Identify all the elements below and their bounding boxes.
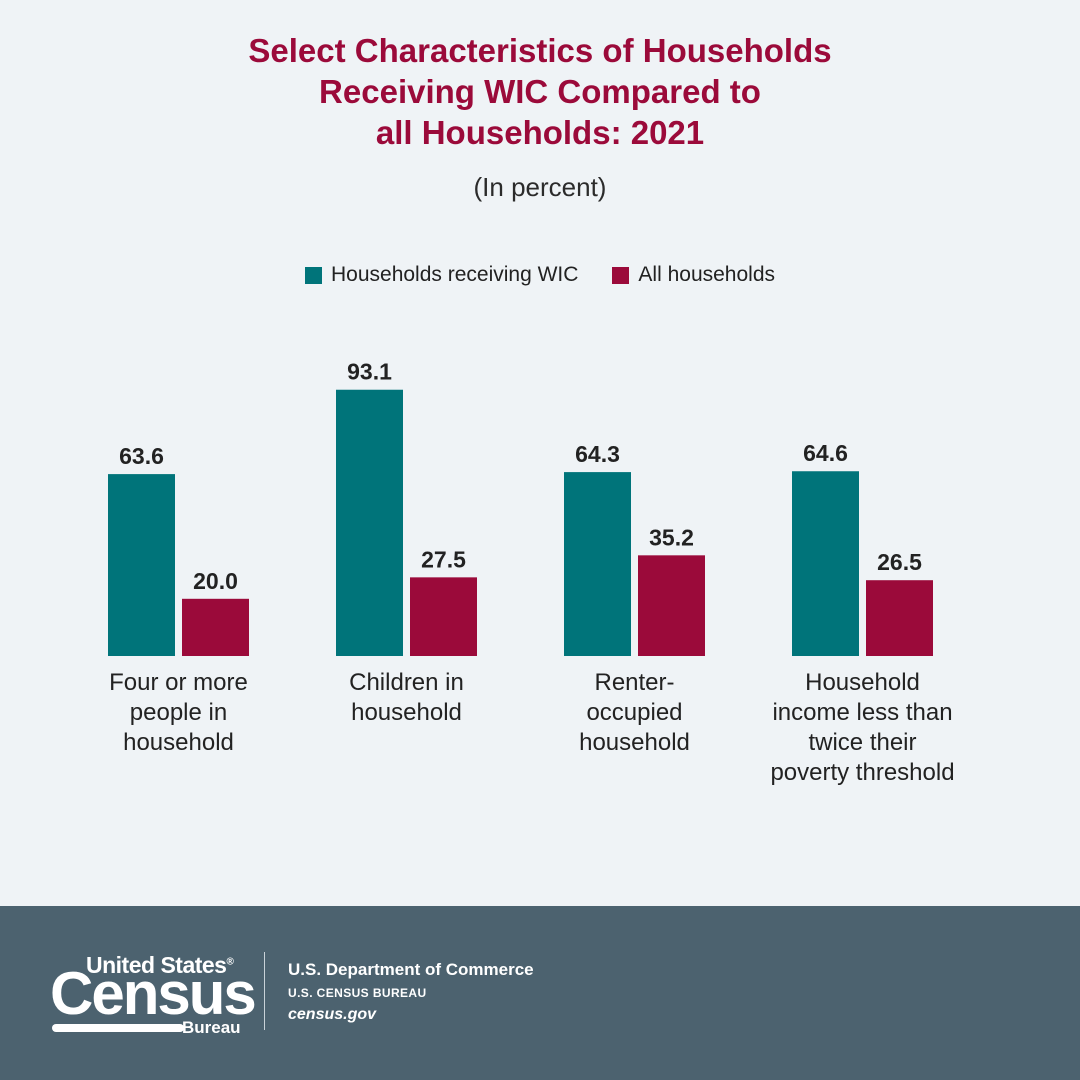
chart-subtitle: (In percent) [473, 172, 607, 202]
logo-united-states: United States® [86, 952, 234, 978]
census-logo: United States® Census Bureau [50, 952, 257, 1042]
agency-website: census.gov [288, 1006, 377, 1023]
bar-households-receiving-wic-3 [564, 472, 631, 656]
legend-item-wic: Households receiving WIC [304, 263, 579, 287]
data-label-households-receiving-wic-1: 63.6 [119, 443, 164, 469]
data-label-households-receiving-wic-2: 93.1 [347, 359, 392, 385]
logo-bureau: Bureau [182, 1018, 241, 1037]
category-label-4-line-1: Household [805, 669, 920, 696]
category-label-3-line-2: occupied [586, 699, 682, 726]
bar-all-households-1 [182, 598, 249, 656]
data-label-all-households-4: 26.5 [877, 549, 922, 575]
category-label-1-line-1: Four or more [109, 669, 248, 696]
logo-underline [52, 1024, 184, 1032]
footer: United States® Census Bureau U.S. Depart… [0, 906, 1080, 1080]
chart-title-line-2: Receiving WIC Compared to [319, 73, 761, 110]
chart-legend: Households receiving WIC All households [0, 263, 1080, 287]
category-label-4-line-2: income less than [772, 699, 952, 726]
bar-all-households-4 [866, 580, 933, 656]
legend-label-wic: Households receiving WIC [330, 263, 579, 286]
agency-block: U.S. Department of Commerce U.S. CENSUS … [288, 960, 534, 1024]
bar-all-households-3 [638, 555, 705, 656]
chart-title-line-3: all Households: 2021 [375, 114, 705, 151]
legend-swatch-all [612, 266, 630, 284]
agency-bureau: U.S. CENSUS BUREAU [288, 986, 427, 1000]
legend-label-all: All households [638, 263, 776, 286]
agency-department: U.S. Department of Commerce [288, 960, 534, 979]
category-label-2-line-1: Children in [349, 669, 464, 696]
data-label-all-households-3: 35.2 [649, 524, 694, 550]
bar-households-receiving-wic-1 [108, 474, 175, 656]
category-label-3-line-1: Renter- [594, 669, 674, 696]
logo-census: Census [50, 960, 257, 1027]
category-label-1-line-3: household [123, 729, 234, 756]
footer-divider [264, 952, 265, 1030]
legend-swatch-wic [304, 266, 322, 284]
category-label-4-line-4: poverty threshold [770, 759, 954, 786]
legend-item-all: All households [612, 263, 775, 287]
data-label-households-receiving-wic-3: 64.3 [575, 441, 620, 467]
category-label-4-line-3: twice their [808, 729, 916, 756]
bar-all-households-2 [410, 577, 477, 656]
chart-title-line-1: Select Characteristics of Households [248, 32, 832, 69]
bar-households-receiving-wic-4 [792, 471, 859, 656]
data-label-all-households-2: 27.5 [421, 546, 466, 572]
chart-title: Select Characteristics of Households Rec… [0, 30, 1080, 153]
category-label-2-line-2: household [351, 699, 462, 726]
bar-households-receiving-wic-2 [336, 389, 403, 656]
category-label-1-line-2: people in [130, 699, 227, 726]
bar-chart: 63.6 20.0 Four or more people in household 93… [108, 359, 955, 786]
data-label-all-households-1: 20.0 [193, 568, 238, 594]
data-label-households-receiving-wic-4: 64.6 [803, 440, 848, 466]
category-label-3-line-3: household [579, 729, 690, 756]
